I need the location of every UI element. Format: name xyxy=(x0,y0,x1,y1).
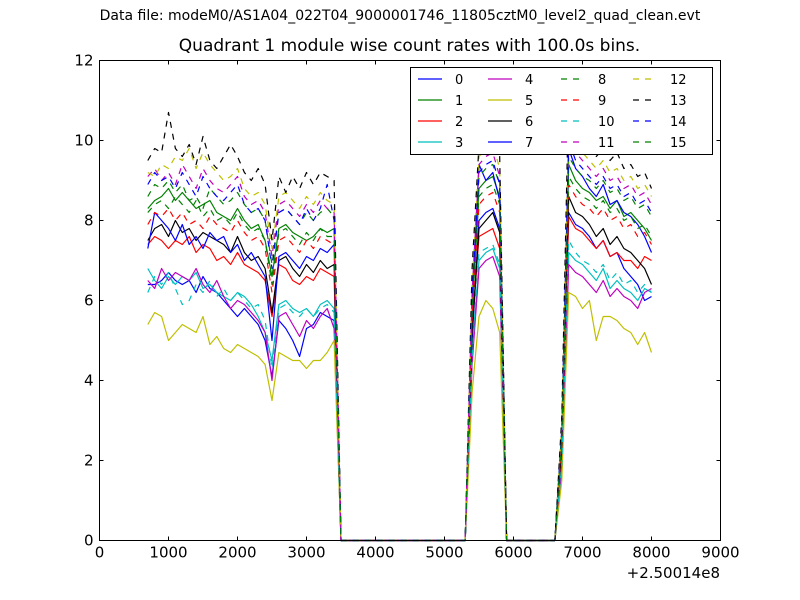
series-line-9 xyxy=(147,183,653,542)
series-line-5 xyxy=(147,291,653,542)
figure-suptitle: Data file: modeM0/AS1A04_022T04_90000017… xyxy=(99,8,701,24)
legend-box xyxy=(410,67,713,155)
legend-label-1: 1 xyxy=(455,94,463,109)
series-line-14 xyxy=(147,139,653,542)
series-line-10 xyxy=(147,239,652,542)
legend-label-15: 15 xyxy=(670,136,687,151)
y-tick-label: 6 xyxy=(84,292,94,310)
legend-label-3: 3 xyxy=(455,136,463,151)
y-tick-label: 10 xyxy=(74,132,93,150)
x-tick-label: 1000 xyxy=(149,544,187,562)
legend-label-2: 2 xyxy=(455,115,463,130)
series-line-15 xyxy=(147,175,653,542)
legend-label-12: 12 xyxy=(670,73,687,88)
series-line-12 xyxy=(147,119,653,542)
legend-label-10: 10 xyxy=(598,115,615,130)
x-tick-label: 4000 xyxy=(356,544,394,562)
series-line-1 xyxy=(147,163,653,542)
legend-label-13: 13 xyxy=(670,94,687,109)
y-tick-label: 12 xyxy=(74,52,93,70)
series-line-0 xyxy=(147,207,652,542)
series-line-2 xyxy=(147,215,652,542)
series-line-13 xyxy=(147,87,653,542)
legend-label-7: 7 xyxy=(525,136,533,151)
legend-label-14: 14 xyxy=(670,115,687,130)
axis-ticks: 0 1000 2000 3000 4000 5000 6000 7000 8000 9000 0 2 4… xyxy=(74,52,739,562)
legend-label-4: 4 xyxy=(525,73,533,88)
y-tick-label: 8 xyxy=(84,212,94,230)
y-tick-label: 2 xyxy=(84,452,94,470)
series-line-11 xyxy=(147,127,653,542)
legend-label-6: 6 xyxy=(525,115,533,130)
x-tick-label: 7000 xyxy=(563,544,601,562)
legend-label-9: 9 xyxy=(598,94,606,109)
x-tick-label: 5000 xyxy=(425,544,463,562)
legend-label-8: 8 xyxy=(598,73,606,88)
series-line-6 xyxy=(147,195,653,542)
x-tick-label: 6000 xyxy=(494,544,532,562)
x-offset-label: +2.50014e8 xyxy=(627,564,720,582)
x-tick-label: 0 xyxy=(95,544,105,562)
series-line-7 xyxy=(147,147,653,542)
legend-label-5: 5 xyxy=(525,94,533,109)
x-tick-label: 3000 xyxy=(287,544,325,562)
legend-label-11: 11 xyxy=(598,136,615,151)
x-tick-label: 8000 xyxy=(632,544,670,562)
x-tick-label: 9000 xyxy=(701,544,739,562)
series-line-4 xyxy=(147,255,652,542)
x-tick-label: 2000 xyxy=(218,544,256,562)
chart-title: Quadrant 1 module wise count rates with … xyxy=(178,36,641,56)
series-lines xyxy=(147,87,653,542)
y-tick-label: 0 xyxy=(84,532,94,550)
legend-label-0: 0 xyxy=(455,73,463,88)
series-line-3 xyxy=(147,247,652,542)
y-tick-label: 4 xyxy=(84,372,94,390)
